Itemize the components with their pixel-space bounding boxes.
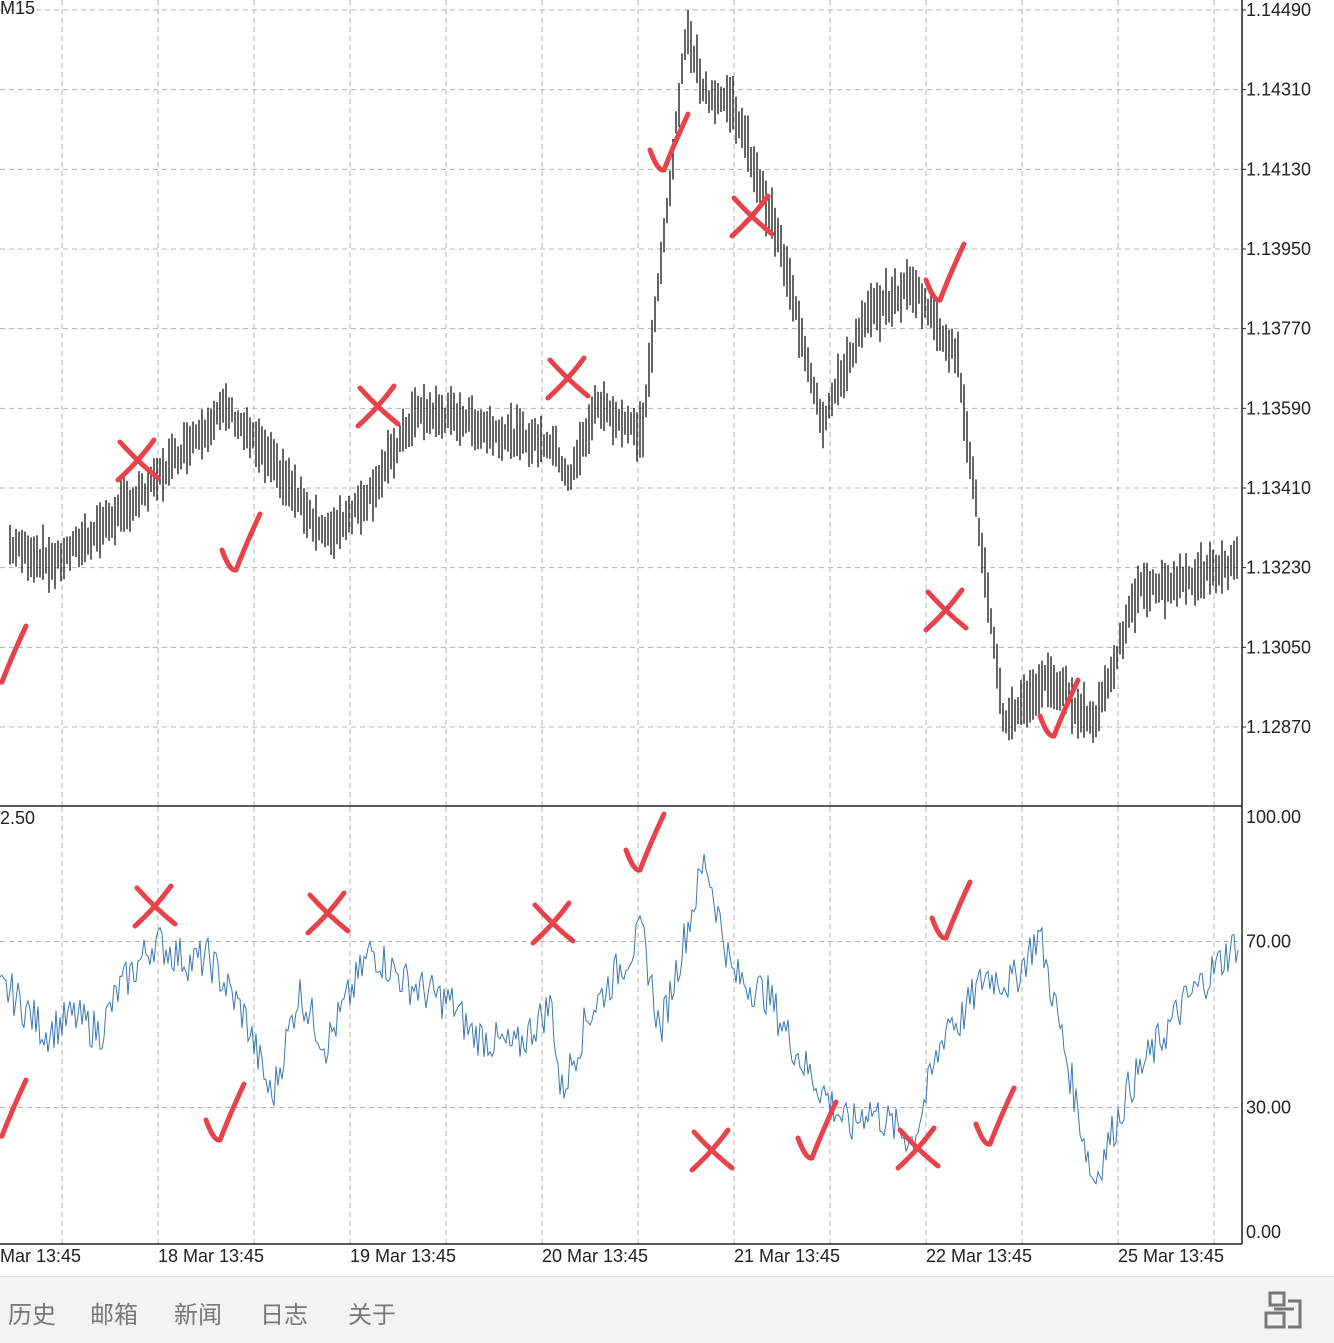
y-tick-label: 1.13770 bbox=[1246, 319, 1311, 339]
x-tick-label: 20 Mar 13:45 bbox=[542, 1246, 648, 1266]
tab-mailbox[interactable]: 邮箱 bbox=[90, 1301, 138, 1329]
chart-area[interactable]: M15 2.50 Mar 13:45 18 Mar 13:45 19 Mar 13:… bbox=[0, 0, 1334, 1276]
check-mark bbox=[795, 1099, 839, 1161]
cross-mark bbox=[923, 587, 969, 633]
cross-mark bbox=[115, 437, 161, 483]
y-tick-label: 1.14130 bbox=[1246, 159, 1311, 179]
check-mark bbox=[973, 1085, 1017, 1147]
y-tick-label: 70.00 bbox=[1246, 932, 1291, 952]
chart-frame bbox=[0, 0, 1243, 1245]
tab-history[interactable]: 历史 bbox=[8, 1301, 56, 1329]
check-mark bbox=[1037, 677, 1081, 739]
check-mark bbox=[203, 1081, 247, 1143]
oscillator-chart bbox=[0, 853, 1239, 1185]
y-tick-label: 1.13590 bbox=[1246, 398, 1311, 418]
tab-journal[interactable]: 日志 bbox=[260, 1301, 308, 1329]
x-tick-label: 25 Mar 13:45 bbox=[1118, 1246, 1224, 1266]
x-tick-label: 22 Mar 13:45 bbox=[926, 1246, 1032, 1266]
y-tick-label: 1.14490 bbox=[1246, 0, 1311, 20]
price-chart bbox=[9, 9, 1238, 743]
x-tick-label: 19 Mar 13:45 bbox=[350, 1246, 456, 1266]
cross-mark bbox=[132, 883, 178, 929]
x-tick-label: 18 Mar 13:45 bbox=[158, 1246, 264, 1266]
cross-mark bbox=[729, 193, 775, 239]
oscillator-series bbox=[0, 853, 1239, 1185]
cross-mark bbox=[545, 355, 591, 401]
y-tick-label: 1.13230 bbox=[1246, 558, 1311, 578]
check-mark bbox=[623, 811, 667, 873]
y-tick-label: 1.13410 bbox=[1246, 478, 1311, 498]
y-tick-label: 1.14310 bbox=[1246, 80, 1311, 100]
y-tick-label: 100.00 bbox=[1246, 807, 1301, 827]
timeframe-label: M15 bbox=[0, 0, 35, 18]
tab-news[interactable]: 新闻 bbox=[174, 1301, 222, 1329]
indicator-top-label: 2.50 bbox=[0, 808, 35, 828]
cross-mark bbox=[689, 1127, 735, 1173]
layout-toggle-icon[interactable] bbox=[1264, 1291, 1304, 1329]
axis-labels: M15 2.50 Mar 13:45 18 Mar 13:45 19 Mar 13:… bbox=[0, 0, 1311, 1266]
cross-mark bbox=[530, 900, 576, 946]
hand-drawn-annotations bbox=[0, 111, 1081, 1173]
check-mark bbox=[647, 111, 691, 173]
grid-lines bbox=[0, 0, 1242, 1244]
check-mark bbox=[219, 511, 263, 573]
y-tick-label: 1.13950 bbox=[1246, 239, 1311, 259]
y-tick-label: 0.00 bbox=[1246, 1222, 1281, 1242]
cross-mark bbox=[895, 1125, 941, 1171]
y-tick-label: 30.00 bbox=[1246, 1098, 1291, 1118]
tab-about[interactable]: 关于 bbox=[348, 1301, 396, 1329]
check-mark bbox=[0, 623, 29, 685]
x-tick-label: Mar 13:45 bbox=[0, 1246, 81, 1266]
y-tick-label: 1.12870 bbox=[1246, 717, 1311, 737]
y-tick-label: 1.13050 bbox=[1246, 637, 1311, 657]
x-tick-label: 21 Mar 13:45 bbox=[734, 1246, 840, 1266]
cross-mark bbox=[355, 383, 401, 429]
check-mark bbox=[0, 1077, 29, 1139]
bottom-tab-bar: 历史 邮箱 新闻 日志 关于 bbox=[0, 1276, 1334, 1343]
check-mark bbox=[929, 879, 973, 941]
cross-mark bbox=[305, 890, 351, 936]
check-mark bbox=[923, 241, 967, 303]
price-series bbox=[9, 9, 1238, 743]
